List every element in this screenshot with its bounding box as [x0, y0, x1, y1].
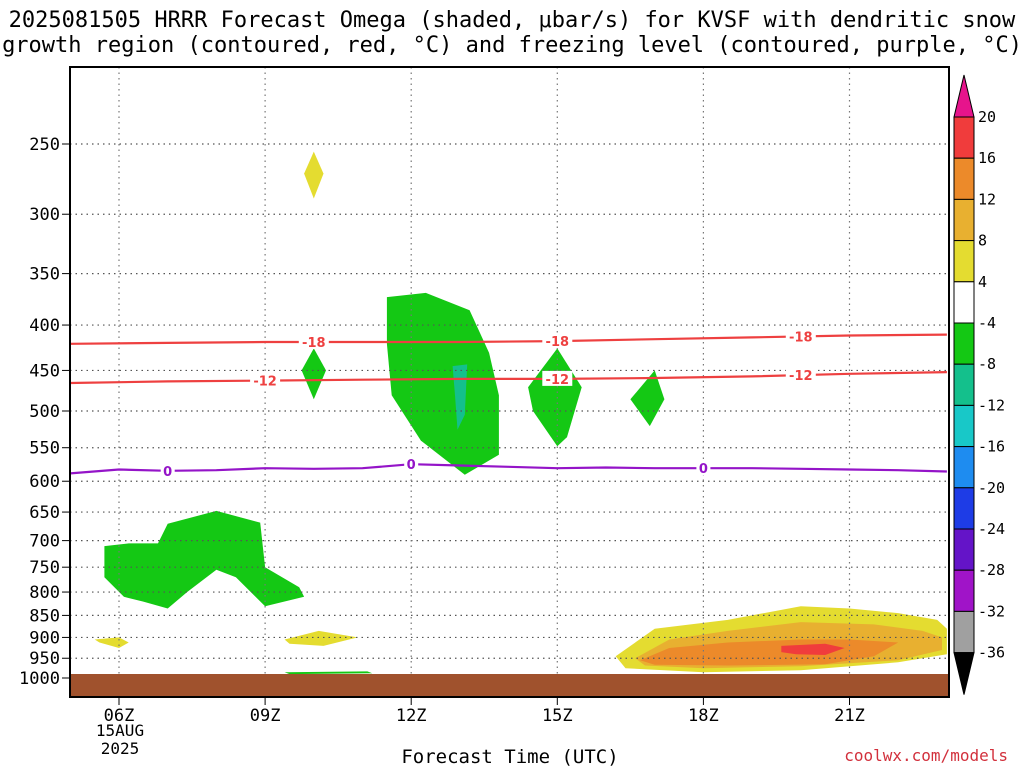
omega-area-6 [104, 510, 305, 609]
contour-label--18: -18 [546, 335, 570, 350]
colorbar: 20 16 12 8 4 -4 -8 -12 -16 -20 -24 -28 -32 -36 [953, 74, 1005, 695]
y-tick-label-600: 600 [29, 472, 60, 492]
omega-area-9 [284, 671, 373, 675]
y-tick-label-250: 250 [29, 135, 60, 155]
contour-0 [70, 463, 947, 475]
colorbar-label--12: -12 [978, 396, 1005, 414]
colorbar-label-8: 8 [978, 232, 987, 250]
x-tick-label-12Z: 12Z [396, 706, 427, 726]
colorbar-label-12: 12 [978, 190, 996, 208]
colorbar-label--28: -28 [978, 561, 1005, 579]
contour-label-bg--12 [250, 372, 281, 388]
y-tick-label-950: 950 [29, 649, 60, 669]
ground-fill [70, 674, 949, 697]
y-tick-label-500: 500 [29, 402, 60, 422]
omega-area-2 [386, 292, 499, 475]
omega-area-3 [452, 364, 468, 430]
colorbar-band--12-to--8 [953, 363, 975, 406]
omega-area-5 [630, 370, 665, 427]
colorbar-label-20: 20 [978, 108, 996, 126]
contour-label-bg-0 [696, 460, 711, 476]
contour-label--18: -18 [302, 336, 326, 351]
omega-area-13 [781, 643, 845, 655]
y-axis-ticks: 2503003504004505005506006507007508008509… [19, 135, 70, 689]
y-tick-label-1000: 1000 [19, 669, 60, 689]
contour-label-0: 0 [163, 465, 172, 480]
y-tick-label-300: 300 [29, 205, 60, 225]
colorbar-label--8: -8 [978, 355, 996, 373]
contour-label-bg-0 [160, 462, 175, 478]
colorbar-band--20-to--16 [953, 446, 975, 489]
x-tick-label-21Z: 21Z [834, 706, 865, 726]
colorbar-label-4: 4 [978, 273, 987, 291]
x-axis-ticks: 06Z 09Z 12Z 15Z 18Z 21Z [104, 697, 865, 726]
contour-lines: -18 -18 -18 -12 -12 -12 0 0 0 [70, 328, 947, 480]
omega-area-7 [94, 637, 129, 648]
x-tick-label-15Z: 15Z [542, 706, 573, 726]
x-tick-label-06Z: 06Z [104, 706, 135, 726]
colorbar-band--8-to--4 [953, 322, 975, 365]
contour-label-0: 0 [407, 458, 416, 473]
chart-title-line2: growth region (contoured, red, °C) and f… [2, 33, 1022, 58]
y-tick-label-450: 450 [29, 361, 60, 381]
contour-label-bg--12 [542, 370, 573, 386]
x-axis-label: Forecast Time (UTC) [401, 746, 619, 768]
chart-title-line1: 2025081505 HRRR Forecast Omega (shaded, … [8, 8, 1016, 33]
colorbar-band--36-to--32 [953, 610, 975, 654]
credit-link[interactable]: coolwx.com/models [844, 746, 1008, 765]
colorbar-label--32: -32 [978, 602, 1005, 620]
omega-area-1 [301, 348, 326, 400]
colorbar-band-12-to-16 [953, 157, 975, 200]
colorbar-band--32-to--28 [953, 569, 975, 612]
y-tick-label-550: 550 [29, 439, 60, 459]
contour-label-bg-0 [404, 456, 419, 472]
colorbar-band-8-to-12 [953, 198, 975, 242]
contour-label-0: 0 [699, 462, 708, 477]
contour-label--18: -18 [789, 330, 813, 345]
plot-border [69, 66, 950, 698]
x-tick-label-18Z: 18Z [688, 706, 719, 726]
plot-frame [69, 66, 950, 698]
contour-label-bg--18 [298, 334, 329, 350]
y-tick-label-650: 650 [29, 503, 60, 523]
colorbar-top-arrow [953, 74, 975, 118]
colorbar-band-4-to-8 [953, 240, 975, 283]
y-tick-label-850: 850 [29, 606, 60, 626]
contour-label-bg--12 [785, 367, 816, 383]
contour-label--12: -12 [253, 375, 277, 390]
y-tick-label-750: 750 [29, 558, 60, 578]
y-tick-label-400: 400 [29, 316, 60, 336]
colorbar-label-16: 16 [978, 149, 996, 167]
contour-label--12: -12 [546, 373, 570, 388]
colorbar-band--4-to-4 [953, 281, 975, 324]
contour-label-bg--18 [542, 333, 573, 349]
omega-areas [94, 151, 947, 675]
colorbar-label--36: -36 [978, 644, 1005, 662]
date-line1: 15AUG [95, 721, 145, 740]
colorbar-label--4: -4 [978, 314, 996, 332]
date-line2: 2025 [100, 739, 140, 758]
colorbar-band-16-to-20 [953, 116, 975, 159]
contour-label--12: -12 [789, 369, 813, 384]
y-tick-label-800: 800 [29, 583, 60, 603]
colorbar-bottom-arrow [953, 652, 975, 695]
contour-label-bg--18 [785, 328, 816, 344]
ground-layer [70, 674, 949, 697]
y-tick-label-900: 900 [29, 628, 60, 648]
colorbar-band--16-to--12 [953, 404, 975, 448]
colorbar-band--24-to--20 [953, 487, 975, 530]
omega-area-8 [284, 630, 358, 646]
y-tick-label-700: 700 [29, 532, 60, 552]
colorbar-label--24: -24 [978, 520, 1005, 538]
colorbar-band--28-to--24 [953, 528, 975, 571]
colorbar-label--20: -20 [978, 479, 1005, 497]
y-tick-label-350: 350 [29, 265, 60, 285]
x-tick-label-09Z: 09Z [250, 706, 281, 726]
omega-area-0 [304, 151, 324, 199]
colorbar-label--16: -16 [978, 438, 1005, 456]
